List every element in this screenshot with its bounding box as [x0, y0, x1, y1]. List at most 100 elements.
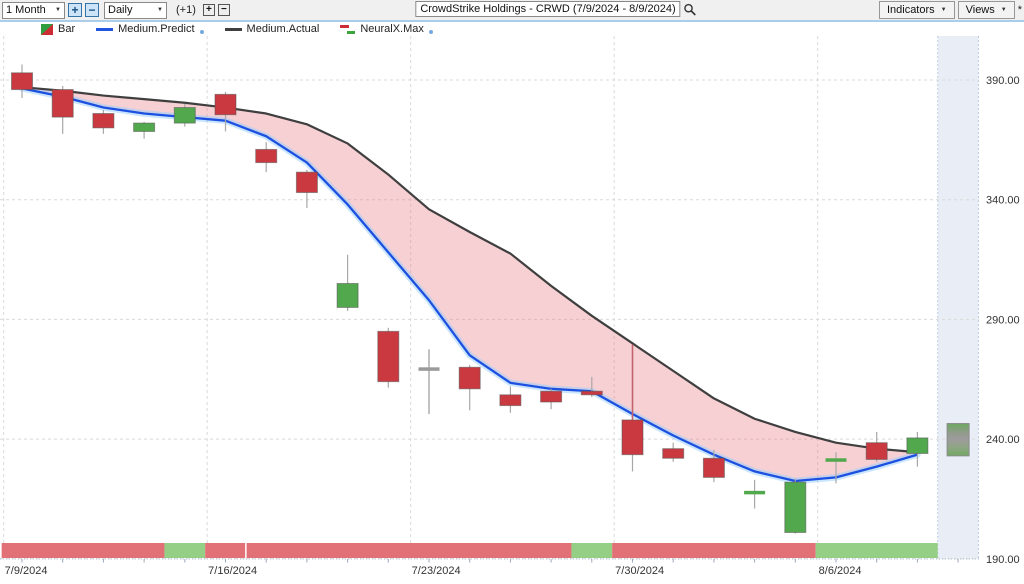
sentiment-segment	[612, 543, 816, 558]
candle-8/7	[865, 431, 888, 462]
price-chart[interactable]: 390.00 340.00 290.00 240.00 190.00 7/9/2024 7/…	[0, 35, 1024, 579]
sentiment-segment	[205, 543, 246, 558]
candle-7/19	[336, 254, 359, 312]
neuralx-step-icon	[340, 25, 356, 34]
medium-actual-line	[21, 86, 918, 454]
sentiment-segment	[1, 543, 165, 558]
sentiment-segment	[164, 543, 206, 558]
neuralx-prediction-candle	[946, 423, 970, 457]
y-axis-label: 340.00	[986, 195, 1020, 207]
medium-predict-line	[21, 87, 918, 483]
candle-body-doji	[418, 367, 440, 371]
y-axis-label: 240.00	[986, 434, 1020, 446]
candle-7/31	[662, 442, 685, 462]
chevron-down-icon: ▼	[55, 7, 61, 13]
bar-forward-button[interactable]: +	[202, 4, 215, 16]
candle-body	[92, 113, 115, 129]
candle-8/1	[702, 449, 725, 483]
candle-7/26	[540, 388, 563, 410]
candle-7/16	[214, 91, 237, 132]
interval-select[interactable]: Daily ▼	[104, 1, 167, 19]
symbol-title[interactable]: CrowdStrike Holdings - CRWD (7/9/2024 - …	[415, 1, 681, 17]
bar-back-button[interactable]: −	[217, 4, 230, 16]
candle-7/10	[51, 85, 74, 134]
x-axis-label: 7/9/2024	[5, 565, 48, 577]
candle-body	[499, 394, 522, 407]
toolbar: 1 Month ▼ + − Daily ▼ (+1) + − CrowdStri…	[0, 0, 1024, 22]
candle-8/2	[744, 479, 766, 509]
candles	[11, 64, 929, 534]
candle-8/8	[906, 431, 929, 467]
candle-7/9	[11, 64, 33, 98]
y-gridlines: 390.00 340.00 290.00 240.00 190.00	[0, 75, 1020, 566]
candle-7/17	[255, 142, 278, 173]
sentiment-segment	[245, 543, 572, 558]
candle-7/15	[173, 103, 196, 127]
legend-item-medium-predict[interactable]: Medium.Predict	[96, 24, 204, 35]
candle-7/29	[580, 376, 603, 398]
legend: Bar Medium.Predict Medium.Actual NeuralX…	[0, 22, 1024, 37]
candle-7/25	[499, 386, 522, 413]
candle-8/6	[825, 452, 847, 484]
candle-body	[865, 442, 888, 460]
legend-item-neuralx-max[interactable]: NeuralX.Max	[340, 24, 433, 35]
candle-body	[377, 330, 400, 383]
candle-body	[784, 481, 807, 533]
zoom-out-button[interactable]: −	[85, 3, 99, 17]
candle-body	[662, 448, 685, 459]
candle-body-doji	[744, 490, 766, 495]
actual-line-icon	[224, 28, 242, 31]
prediction-error-fill	[22, 87, 918, 481]
legend-item-bar[interactable]: Bar	[41, 24, 75, 35]
candle-body	[336, 282, 359, 308]
candle-7/12	[133, 121, 156, 139]
candle-body	[621, 419, 644, 456]
chevron-down-icon: ▼	[157, 7, 163, 13]
sentiment-bar	[1, 543, 938, 558]
candle-body	[133, 122, 156, 132]
candle-body	[540, 390, 563, 403]
sentiment-segment	[815, 543, 938, 558]
candle-body	[580, 390, 603, 396]
candle-body	[51, 89, 74, 118]
search-icon[interactable]	[684, 3, 697, 16]
zoom-in-button[interactable]: +	[68, 3, 82, 17]
modified-indicator: *	[1017, 4, 1022, 16]
prediction-band	[937, 36, 979, 559]
legend-item-medium-actual[interactable]: Medium.Actual	[224, 24, 319, 35]
status-dot-icon	[428, 30, 433, 34]
candle-body	[214, 93, 237, 116]
predict-line-icon	[96, 28, 114, 31]
bar-series-icon	[41, 24, 53, 35]
candle-body	[173, 107, 196, 124]
candle-7/24	[458, 364, 481, 411]
status-dot-icon	[199, 30, 204, 34]
bar-offset-label: (+1)	[176, 4, 196, 16]
y-axis-label: 190.00	[986, 554, 1020, 566]
views-button[interactable]: Views ▼	[957, 1, 1015, 19]
sentiment-segment	[571, 543, 613, 558]
candle-7/30	[621, 344, 644, 472]
range-select[interactable]: 1 Month ▼	[2, 1, 65, 19]
candle-body	[906, 437, 929, 454]
candle-7/18	[295, 169, 318, 209]
y-axis-label: 390.00	[986, 75, 1020, 87]
interval-select-value: Daily	[108, 4, 133, 16]
indicators-button[interactable]: Indicators ▼	[878, 1, 955, 19]
range-select-value: 1 Month	[6, 4, 46, 16]
candle-body	[255, 148, 278, 164]
chevron-down-icon: ▼	[1000, 7, 1007, 13]
x-axis-label: 7/23/2024	[412, 565, 461, 577]
y-axis-label: 290.00	[986, 314, 1020, 326]
chevron-down-icon: ▼	[940, 7, 947, 13]
x-axis-label: 7/16/2024	[208, 565, 257, 577]
x-axis-label: 7/30/2024	[615, 565, 664, 577]
candle-body-doji	[825, 458, 847, 462]
candle-7/22	[377, 327, 400, 388]
x-axis-label: 8/6/2024	[819, 565, 862, 577]
candle-body	[295, 171, 318, 194]
candle-body	[11, 72, 33, 91]
candle-7/11	[92, 109, 115, 134]
candle-8/5	[784, 478, 807, 534]
candle-body	[702, 457, 725, 478]
